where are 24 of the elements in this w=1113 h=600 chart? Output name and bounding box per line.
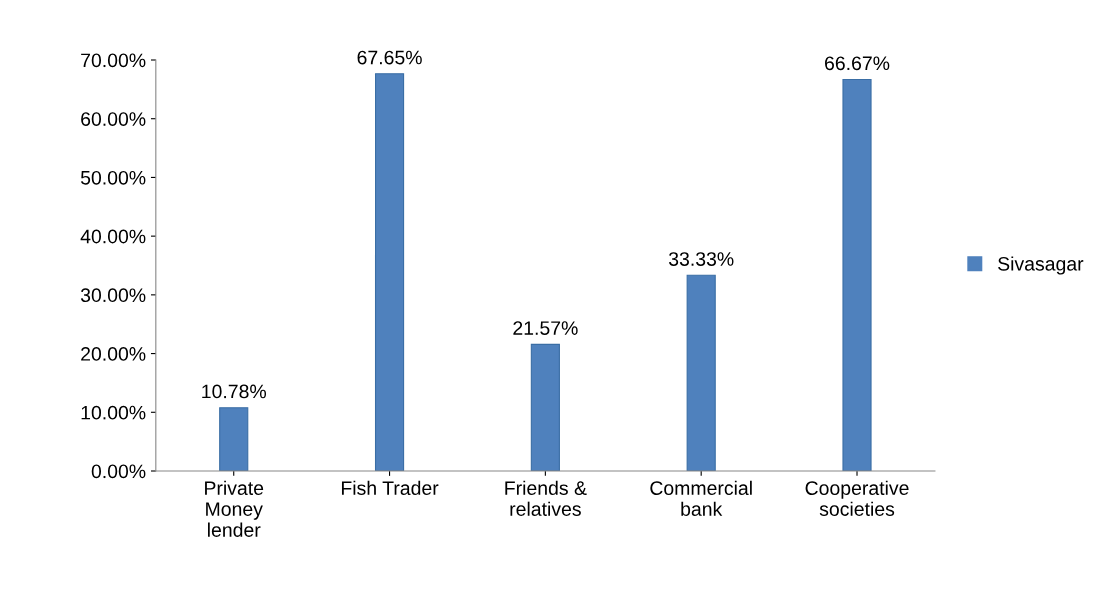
x-tick-label: Friends & relatives [505,480,587,516]
x-tick-label: Commercial bank [650,480,752,516]
text: 21.57% [513,321,578,335]
y-tick-label: 0.00% [91,464,146,479]
text: 33.33% [668,252,734,266]
text: 10.78% [202,384,267,399]
bar [530,343,560,471]
bar [374,73,405,471]
bar [686,274,716,471]
y-tick-label: 40.00% [80,229,146,244]
y-tick-label: 30.00% [80,288,146,303]
text: 67.65% [357,50,422,65]
y-tick-label: 50.00% [80,170,146,185]
y-tick-label: 20.00% [81,347,146,361]
text: 66.67% [825,56,890,71]
y-tick-label: 60.00% [81,112,146,126]
bar [842,78,872,471]
bar [219,407,249,471]
y-tick-label: 10.00% [81,405,146,420]
y-tick-label: 70.00% [81,53,146,68]
x-tick-label: Fish Trader [341,480,439,495]
x-tick-label: Private Money lender [205,480,264,537]
x-tick-label: Cooperative societies [805,480,909,516]
legend-label: Sivasagar [998,256,1084,275]
